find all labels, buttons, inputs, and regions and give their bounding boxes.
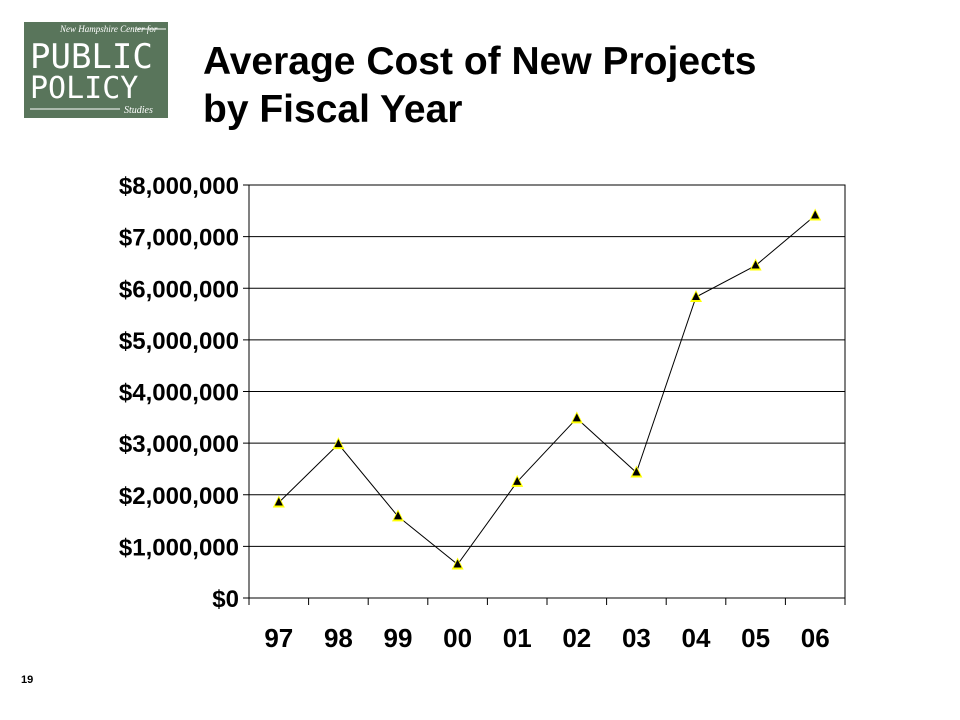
x-tick-label: 05 xyxy=(741,623,770,653)
y-tick-label: $4,000,000 xyxy=(119,380,239,407)
y-axis: $0 $1,000,000 $2,000,000 $3,000,000 $4,000,0… xyxy=(119,173,249,613)
logo-subtitle: New Hampshire Center for xyxy=(59,24,158,34)
page-number: 19 xyxy=(21,674,34,686)
data-point xyxy=(570,411,583,424)
x-tick-label: 01 xyxy=(503,623,532,653)
y-tick-label: $7,000,000 xyxy=(119,225,239,252)
x-tick-label: 97 xyxy=(264,623,293,653)
data-point xyxy=(630,465,643,478)
data-point xyxy=(332,437,345,450)
data-point-marker xyxy=(632,467,641,476)
x-tick-label: 98 xyxy=(324,623,353,653)
logo-studies: Studies xyxy=(124,105,153,116)
data-point-marker xyxy=(513,476,522,485)
y-tick-label: $5,000,000 xyxy=(119,328,239,355)
data-markers xyxy=(272,208,822,570)
y-tick-label: $2,000,000 xyxy=(119,483,239,510)
data-point-marker xyxy=(453,559,462,568)
logo-texture xyxy=(24,22,168,118)
series-line xyxy=(278,215,816,566)
data-point-marker xyxy=(334,439,343,448)
x-axis: 97 98 99 00 01 02 03 04 05 06 xyxy=(248,598,846,653)
data-point xyxy=(690,290,702,303)
data-point xyxy=(451,557,464,570)
x-tick-label: 99 xyxy=(384,623,413,653)
x-tick-label: 02 xyxy=(562,623,591,653)
logo-background xyxy=(24,22,168,118)
slide-title-line-2: by Fiscal Year xyxy=(203,88,463,131)
data-point-marker xyxy=(572,413,581,422)
y-tick-label: $3,000,000 xyxy=(119,431,239,458)
logo-public: PUBLIC xyxy=(30,37,153,77)
x-tick-label: 06 xyxy=(801,623,830,653)
slide-title: Average Cost of New Projects by Fiscal Y… xyxy=(203,38,756,134)
x-tick-label: 04 xyxy=(682,623,711,653)
y-tick-label: $0 xyxy=(212,586,239,613)
logo: New Hampshire Center for PUBLIC POLICY S… xyxy=(24,22,168,118)
gridlines xyxy=(249,184,845,599)
data-point-marker xyxy=(274,497,283,506)
data-point-marker xyxy=(751,260,760,269)
x-tick-label: 03 xyxy=(622,623,651,653)
data-point-marker xyxy=(692,292,700,301)
x-tick-label: 00 xyxy=(443,623,472,653)
data-point-marker xyxy=(394,511,402,520)
data-point xyxy=(749,258,762,271)
data-point xyxy=(272,495,285,508)
y-tick-label: $6,000,000 xyxy=(119,276,239,303)
data-point xyxy=(809,208,822,221)
y-tick-label: $1,000,000 xyxy=(119,534,239,561)
y-tick-label: $8,000,000 xyxy=(119,173,239,200)
data-point xyxy=(511,474,524,487)
data-point-marker xyxy=(811,210,820,219)
logo-policy: POLICY xyxy=(30,71,138,106)
data-point xyxy=(392,509,404,522)
slide-title-line-1: Average Cost of New Projects xyxy=(203,40,757,83)
